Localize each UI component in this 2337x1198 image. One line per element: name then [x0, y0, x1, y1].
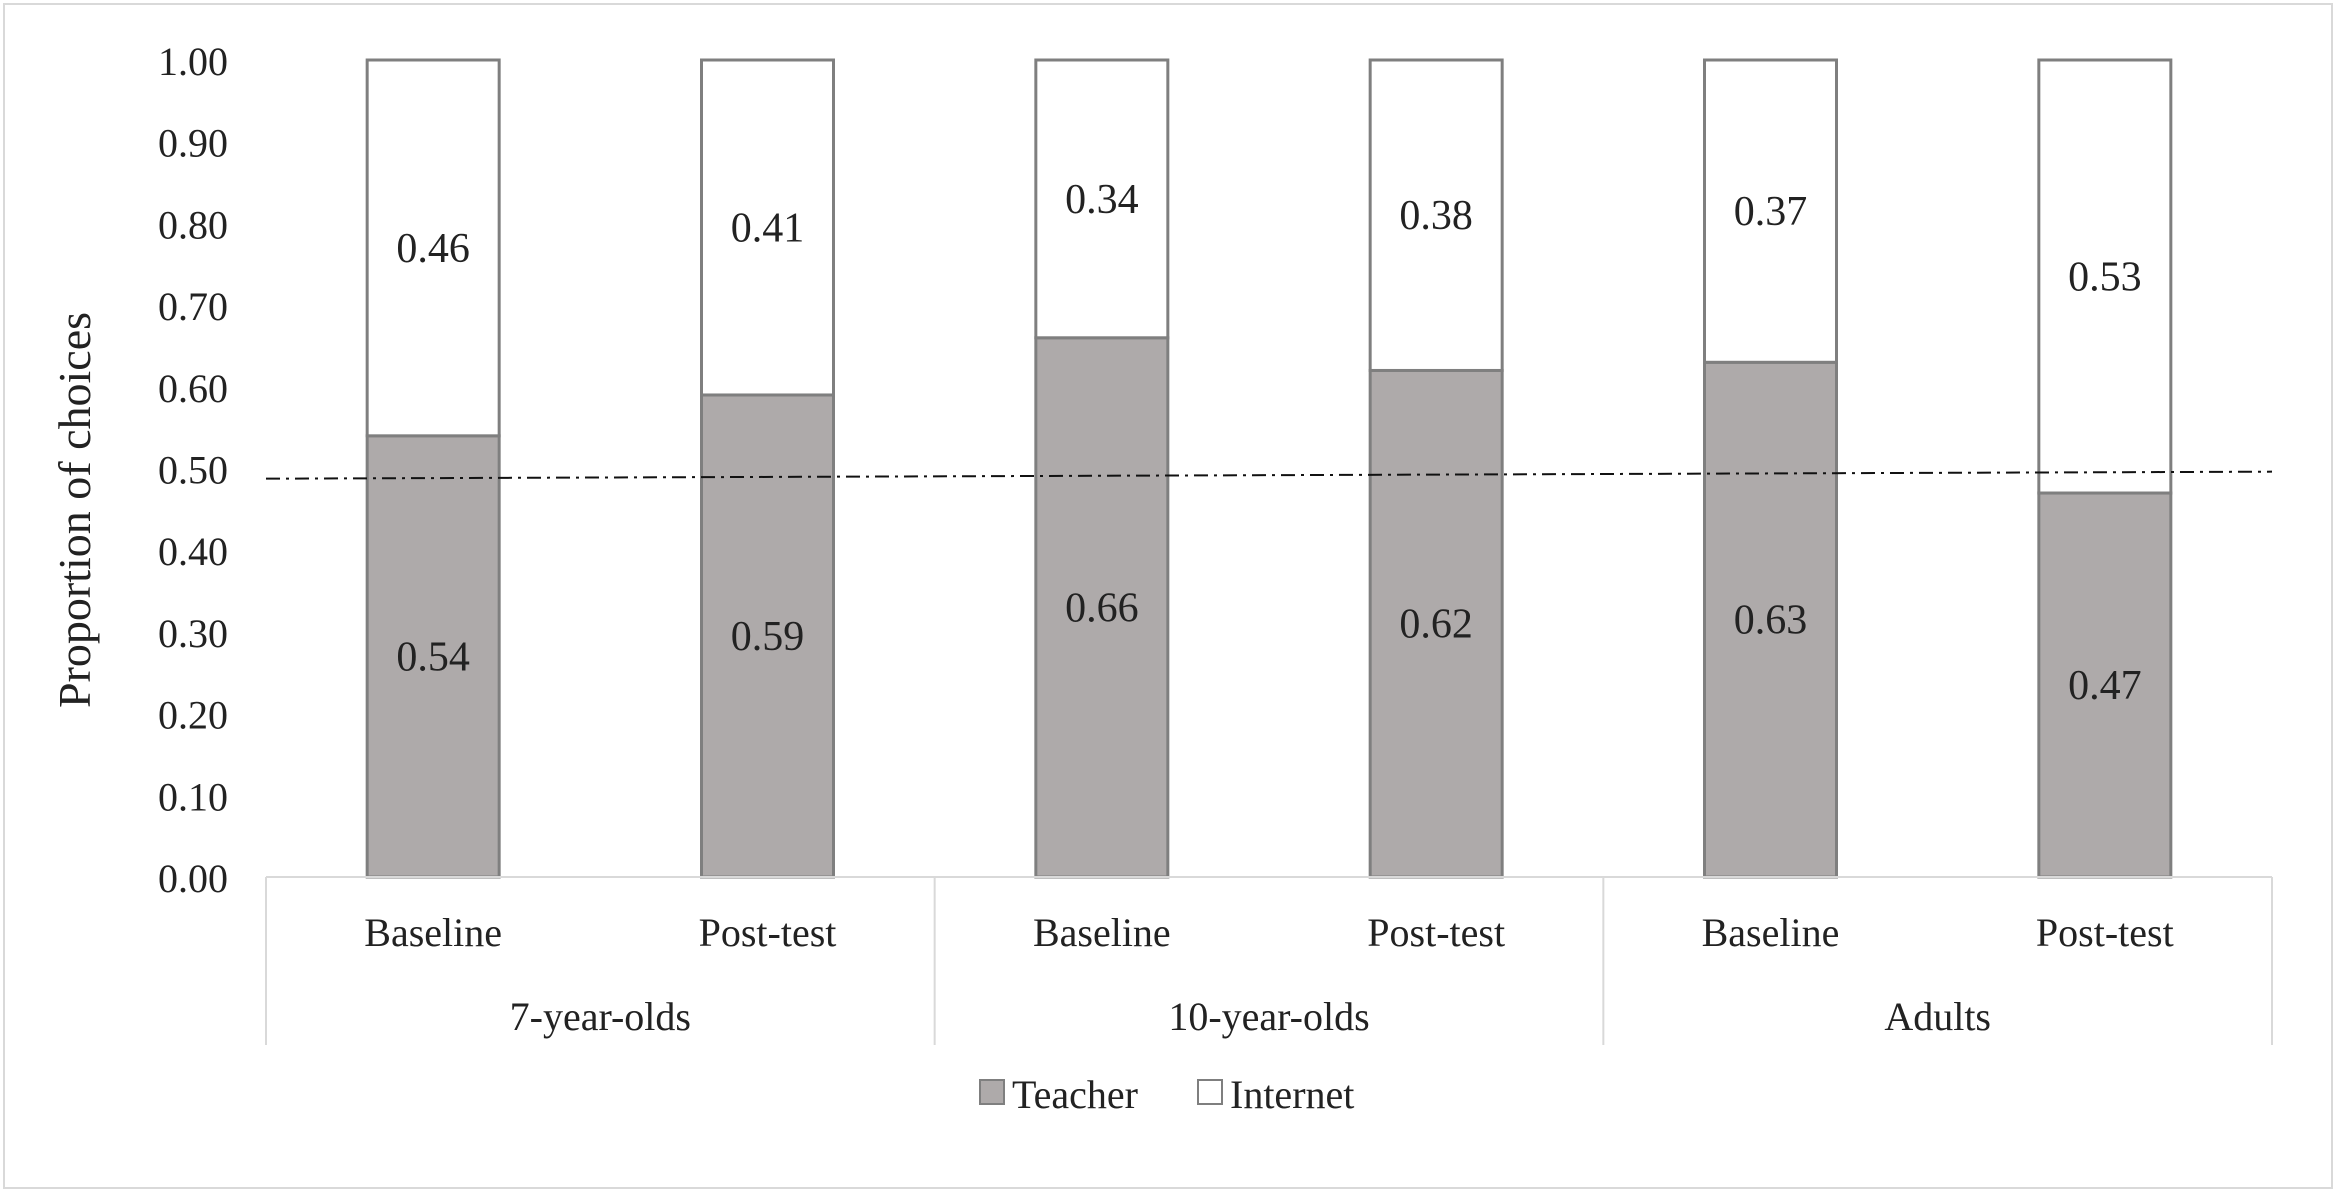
data-label-internet: 0.38: [1399, 193, 1473, 239]
x-category-label: Post-test: [2036, 910, 2174, 955]
y-tick-label: 0.40: [158, 529, 228, 574]
bar-teacher: [700, 393, 835, 879]
x-group-label: 7-year-olds: [510, 994, 691, 1039]
x-category-label: Post-test: [1367, 910, 1505, 955]
y-tick-label: 0.70: [158, 284, 228, 329]
bar-internet: [1703, 58, 1838, 364]
y-tick-label: 0.30: [158, 611, 228, 656]
data-label-teacher: 0.47: [2068, 663, 2142, 709]
legend-label-internet: Internet: [1230, 1072, 1354, 1117]
y-tick-label: 0.80: [158, 202, 228, 247]
legend-swatch-teacher: [979, 1079, 1005, 1105]
y-tick-label: 0.50: [158, 448, 228, 493]
x-group-label: Adults: [1884, 994, 1991, 1039]
y-tick-label: 0.90: [158, 121, 228, 166]
bar-teacher: [1034, 336, 1170, 879]
x-group-label: 10-year-olds: [1168, 994, 1369, 1039]
y-axis-ticks: 0.00 0.10 0.20 0.30 0.40 0.50 0.60 0.70 0.80 0.90…: [158, 39, 228, 901]
x-category-label: Post-test: [699, 910, 837, 955]
y-tick-label: 0.10: [158, 774, 228, 819]
bar-internet: [1368, 58, 1504, 372]
bar-teacher: [365, 434, 501, 879]
y-tick-label: 1.00: [158, 39, 228, 84]
legend: Teacher Internet: [979, 1072, 1354, 1117]
data-label-teacher: 0.63: [1734, 598, 1808, 644]
x-axis-frame: [265, 876, 2273, 1045]
bar-teacher: [1703, 360, 1838, 879]
bar-internet: [365, 58, 501, 438]
x-group-labels: 7-year-olds 10-year-olds Adults: [510, 994, 1991, 1039]
legend-label-teacher: Teacher: [1012, 1072, 1138, 1117]
data-label-internet: 0.37: [1734, 189, 1808, 235]
bars: [365, 58, 2173, 879]
data-label-teacher: 0.59: [731, 614, 805, 660]
bar-labels: 0.54 0.46 0.59 0.41 0.66 0.34 0.62 0.38 0.63 0.37…: [396, 177, 2141, 709]
x-category-label: Baseline: [364, 910, 502, 955]
legend-swatch-internet: [1197, 1079, 1223, 1105]
y-axis-title: Proportion of choices: [49, 312, 100, 708]
data-label-teacher: 0.54: [396, 634, 470, 680]
bar-internet: [700, 58, 835, 397]
y-tick-label: 0.60: [158, 366, 228, 411]
bar-teacher: [2037, 491, 2173, 879]
bar-internet: [1034, 58, 1170, 340]
y-tick-label: 0.20: [158, 693, 228, 738]
bar-internet: [2037, 58, 2173, 495]
y-tick-label: 0.00: [158, 856, 228, 901]
data-label-internet: 0.34: [1065, 177, 1139, 223]
bar-teacher: [1368, 368, 1504, 879]
x-category-labels: Baseline Post-test Baseline Post-test Baseli…: [364, 910, 2173, 955]
data-label-teacher: 0.66: [1065, 585, 1139, 631]
data-label-internet: 0.53: [2068, 255, 2142, 301]
data-label-internet: 0.46: [396, 226, 470, 272]
data-label-internet: 0.41: [731, 205, 805, 251]
x-category-label: Baseline: [1033, 910, 1171, 955]
data-label-teacher: 0.62: [1399, 602, 1473, 648]
x-category-label: Baseline: [1702, 910, 1840, 955]
